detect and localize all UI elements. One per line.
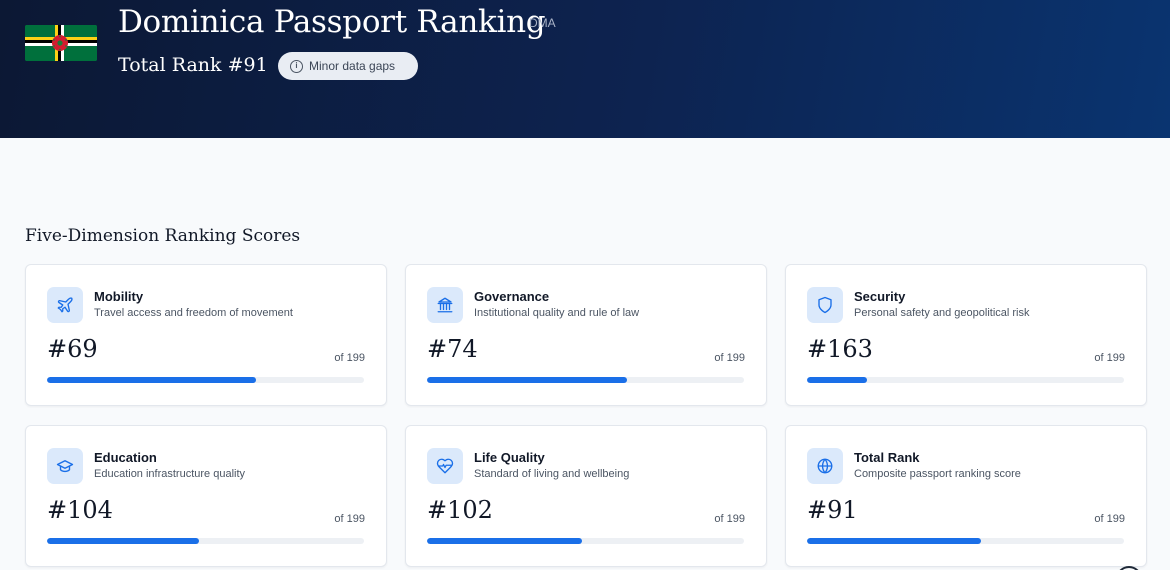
globe-icon bbox=[807, 448, 843, 484]
card-description: Composite passport ranking score bbox=[854, 468, 1021, 480]
card-total: of 199 bbox=[334, 513, 365, 525]
card-description: Education infrastructure quality bbox=[94, 468, 246, 480]
progress-track bbox=[807, 377, 1124, 383]
mobility-card: Mobility Travel access and freedom of mo… bbox=[25, 264, 387, 406]
card-rank: #91 bbox=[807, 496, 858, 524]
progress-track bbox=[807, 538, 1124, 544]
progress-track bbox=[427, 538, 744, 544]
progress-track bbox=[47, 538, 364, 544]
airplane-icon bbox=[47, 287, 83, 323]
data-gaps-badge[interactable]: i Minor data gaps bbox=[278, 52, 418, 80]
dominica-flag-icon bbox=[25, 25, 97, 61]
education-card: Education Education infrastructure quali… bbox=[25, 425, 387, 567]
card-title: Education bbox=[94, 450, 157, 465]
progress-fill bbox=[47, 538, 200, 544]
shield-icon bbox=[807, 287, 843, 323]
card-total: of 199 bbox=[1094, 352, 1125, 364]
card-title: Total Rank bbox=[854, 450, 920, 465]
institution-icon bbox=[427, 287, 463, 323]
progress-fill bbox=[47, 377, 257, 383]
card-title: Governance bbox=[474, 289, 550, 304]
progress-fill bbox=[427, 538, 583, 544]
governance-card: Governance Institutional quality and rul… bbox=[405, 264, 767, 406]
card-rank: #102 bbox=[427, 496, 493, 524]
security-card: Security Personal safety and geopolitica… bbox=[785, 264, 1147, 406]
progress-track bbox=[427, 377, 744, 383]
total-rank-card: Total Rank Composite passport ranking sc… bbox=[785, 425, 1147, 567]
page-title: Dominica Passport Ranking bbox=[118, 4, 546, 40]
life-quality-card: Life Quality Standard of living and well… bbox=[405, 425, 767, 567]
card-title: Life Quality bbox=[474, 450, 545, 465]
card-rank: #69 bbox=[47, 335, 98, 363]
info-icon: i bbox=[290, 59, 303, 73]
page-header: Dominica Passport Ranking DMA Total Rank… bbox=[0, 0, 1170, 138]
card-rank: #104 bbox=[47, 496, 113, 524]
card-total: of 199 bbox=[334, 352, 365, 364]
progress-fill bbox=[427, 377, 627, 383]
progress-fill bbox=[807, 377, 868, 383]
card-total: of 199 bbox=[714, 352, 745, 364]
card-description: Personal safety and geopolitical risk bbox=[854, 307, 1030, 319]
progress-track bbox=[47, 377, 364, 383]
section-title: Five-Dimension Ranking Scores bbox=[25, 226, 301, 246]
badge-label: Minor data gaps bbox=[309, 59, 396, 73]
card-description: Travel access and freedom of movement bbox=[94, 307, 293, 319]
graduation-cap-icon bbox=[47, 448, 83, 484]
progress-fill bbox=[807, 538, 982, 544]
card-description: Standard of living and wellbeing bbox=[474, 468, 630, 480]
card-description: Institutional quality and rule of law bbox=[474, 307, 640, 319]
card-rank: #74 bbox=[427, 335, 478, 363]
card-title: Security bbox=[854, 289, 906, 304]
total-rank-heading: Total Rank #91 bbox=[118, 54, 268, 76]
card-total: of 199 bbox=[1094, 513, 1125, 525]
card-total: of 199 bbox=[714, 513, 745, 525]
country-code: DMA bbox=[529, 16, 556, 30]
heart-pulse-icon bbox=[427, 448, 463, 484]
card-title: Mobility bbox=[94, 289, 144, 304]
card-rank: #163 bbox=[807, 335, 873, 363]
